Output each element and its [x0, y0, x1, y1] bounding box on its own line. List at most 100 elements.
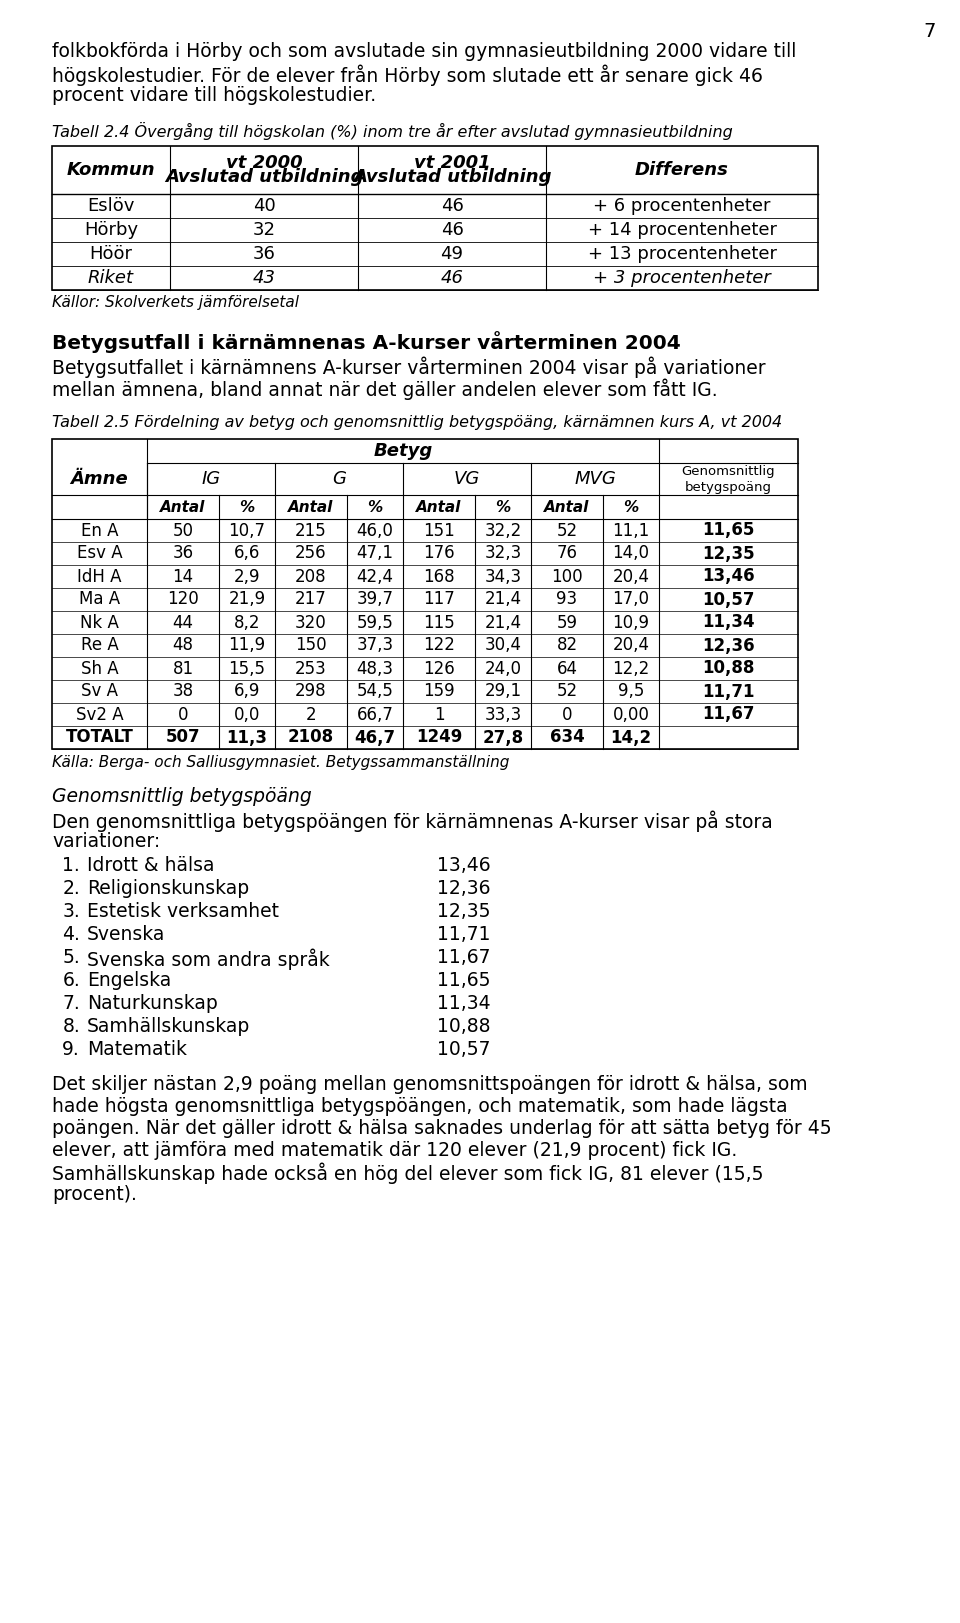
Bar	[52, 146, 818, 291]
Text: 46: 46	[441, 196, 464, 214]
Text: 12,36: 12,36	[437, 880, 491, 898]
Text: 117: 117	[423, 591, 455, 609]
Text: 11,9: 11,9	[228, 636, 266, 654]
Text: 150: 150	[295, 636, 326, 654]
Text: Re A: Re A	[81, 636, 118, 654]
Text: 5.: 5.	[62, 948, 80, 967]
Text: 36: 36	[173, 544, 194, 563]
Text: Avslutad utbildning: Avslutad utbildning	[352, 169, 551, 187]
Text: vt 2000: vt 2000	[226, 154, 302, 172]
Text: 20,4: 20,4	[612, 568, 650, 586]
Text: VG: VG	[454, 471, 480, 489]
Text: 2,9: 2,9	[233, 568, 260, 586]
Text: 48: 48	[173, 636, 194, 654]
Text: 21,4: 21,4	[485, 591, 521, 609]
Text: 126: 126	[423, 659, 455, 677]
Text: 12,35: 12,35	[437, 902, 491, 920]
Text: 29,1: 29,1	[485, 683, 521, 701]
Text: Religionskunskap: Religionskunskap	[87, 880, 250, 898]
Text: 27,8: 27,8	[483, 729, 523, 747]
Text: Naturkunskap: Naturkunskap	[87, 993, 218, 1013]
Text: 11,71: 11,71	[703, 683, 755, 701]
Text: 21,4: 21,4	[485, 613, 521, 631]
Text: 11,34: 11,34	[437, 993, 491, 1013]
Text: 42,4: 42,4	[356, 568, 394, 586]
Text: Kommun: Kommun	[66, 161, 156, 179]
Text: Antal: Antal	[160, 500, 205, 514]
Text: 7.: 7.	[62, 993, 80, 1013]
Text: 11,71: 11,71	[437, 925, 491, 945]
Text: 12,36: 12,36	[702, 636, 755, 654]
Text: Antal: Antal	[417, 500, 462, 514]
Text: Estetisk verksamhet: Estetisk verksamhet	[87, 902, 279, 920]
Text: Höör: Höör	[89, 245, 132, 263]
Text: 1: 1	[434, 706, 444, 724]
Text: variationer:: variationer:	[52, 833, 160, 850]
Text: Ma A: Ma A	[79, 591, 120, 609]
Text: 43: 43	[252, 269, 276, 287]
Text: Tabell 2.4 Övergång till högskolan (%) inom tre år efter avslutad gymnasieutbild: Tabell 2.4 Övergång till högskolan (%) i…	[52, 122, 732, 140]
Text: 10,7: 10,7	[228, 521, 266, 539]
Text: 46,7: 46,7	[354, 729, 396, 747]
Text: 93: 93	[557, 591, 578, 609]
Text: 10,57: 10,57	[703, 591, 755, 609]
Text: %: %	[368, 500, 383, 514]
Text: 11,65: 11,65	[703, 521, 755, 539]
Text: Den genomsnittliga betygspöängen för kärnämnenas A-kurser visar på stora: Den genomsnittliga betygspöängen för kär…	[52, 810, 773, 831]
Text: MVG: MVG	[574, 471, 616, 489]
Text: 10,57: 10,57	[437, 1040, 491, 1058]
Text: 46: 46	[441, 221, 464, 239]
Text: Samhällskunskap: Samhällskunskap	[87, 1018, 251, 1035]
Text: IdH A: IdH A	[77, 568, 122, 586]
Text: 10,9: 10,9	[612, 613, 650, 631]
Text: 82: 82	[557, 636, 578, 654]
Text: 634: 634	[550, 729, 585, 747]
Text: 37,3: 37,3	[356, 636, 394, 654]
Text: procent vidare till högskolestudier.: procent vidare till högskolestudier.	[52, 86, 376, 105]
Text: 320: 320	[295, 613, 326, 631]
Text: TOTALT: TOTALT	[65, 729, 133, 747]
Text: Idrott & hälsa: Idrott & hälsa	[87, 855, 214, 875]
Text: 17,0: 17,0	[612, 591, 650, 609]
Text: %: %	[623, 500, 638, 514]
Text: Genomsnittlig betygspöäng: Genomsnittlig betygspöäng	[52, 787, 312, 807]
Text: 9.: 9.	[62, 1040, 80, 1058]
Text: Matematik: Matematik	[87, 1040, 187, 1058]
Text: 59: 59	[557, 613, 578, 631]
Text: 39,7: 39,7	[356, 591, 394, 609]
Text: 217: 217	[295, 591, 326, 609]
Text: + 3 procentenheter: + 3 procentenheter	[593, 269, 771, 287]
Text: 59,5: 59,5	[356, 613, 394, 631]
Text: Engelska: Engelska	[87, 971, 171, 990]
Text: 120: 120	[167, 591, 199, 609]
Text: 122: 122	[423, 636, 455, 654]
Text: 4.: 4.	[62, 925, 80, 945]
Text: Betygsutfallet i kärnämnens A-kurser vårterminen 2004 visar på variationer: Betygsutfallet i kärnämnens A-kurser vår…	[52, 357, 766, 378]
Text: 7: 7	[924, 23, 936, 41]
Text: Antal: Antal	[544, 500, 589, 514]
Text: 32,3: 32,3	[485, 544, 521, 563]
Text: 48,3: 48,3	[356, 659, 394, 677]
Text: En A: En A	[81, 521, 118, 539]
Text: 115: 115	[423, 613, 455, 631]
Text: Betyg: Betyg	[373, 441, 433, 459]
Text: 6.: 6.	[62, 971, 80, 990]
Text: 14,0: 14,0	[612, 544, 650, 563]
Text: 11,67: 11,67	[437, 948, 491, 967]
Text: Samhällskunskap hade också en hög del elever som fick IG, 81 elever (15,5: Samhällskunskap hade också en hög del el…	[52, 1164, 763, 1185]
Text: Eslöv: Eslöv	[87, 196, 134, 214]
Text: 0,00: 0,00	[612, 706, 649, 724]
Text: procent).: procent).	[52, 1185, 137, 1204]
Text: + 6 procentenheter: + 6 procentenheter	[593, 196, 771, 214]
Text: Antal: Antal	[288, 500, 334, 514]
Text: Genomsnittlig
betygspoäng: Genomsnittlig betygspoäng	[682, 464, 776, 493]
Text: Ämne: Ämne	[71, 471, 129, 489]
Text: elever, att jämföra med matematik där 120 elever (21,9 procent) fick IG.: elever, att jämföra med matematik där 12…	[52, 1141, 737, 1160]
Bar	[52, 438, 798, 748]
Text: 11,65: 11,65	[437, 971, 491, 990]
Text: folkbokförda i Hörby och som avslutade sin gymnasieutbildning 2000 vidare till: folkbokförda i Hörby och som avslutade s…	[52, 42, 797, 62]
Text: Källor: Skolverkets jämförelsetal: Källor: Skolverkets jämförelsetal	[52, 295, 299, 310]
Text: 507: 507	[166, 729, 201, 747]
Text: 0,0: 0,0	[234, 706, 260, 724]
Text: 47,1: 47,1	[356, 544, 394, 563]
